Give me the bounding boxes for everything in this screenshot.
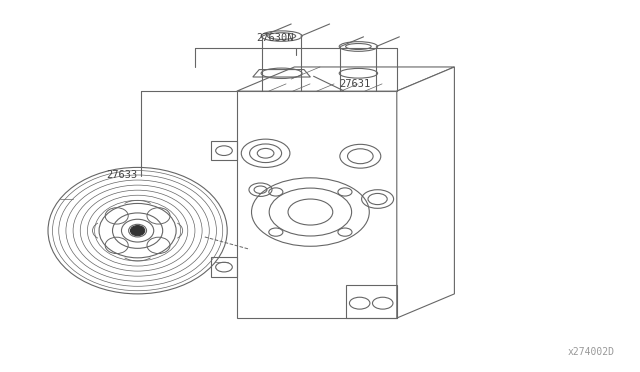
- Polygon shape: [397, 67, 454, 318]
- Ellipse shape: [131, 225, 145, 236]
- Text: 27630N: 27630N: [257, 33, 294, 43]
- Text: 27633: 27633: [106, 170, 138, 180]
- Text: 27631: 27631: [339, 79, 371, 89]
- Polygon shape: [237, 91, 397, 318]
- Polygon shape: [237, 67, 454, 91]
- Text: x274002D: x274002D: [568, 347, 614, 357]
